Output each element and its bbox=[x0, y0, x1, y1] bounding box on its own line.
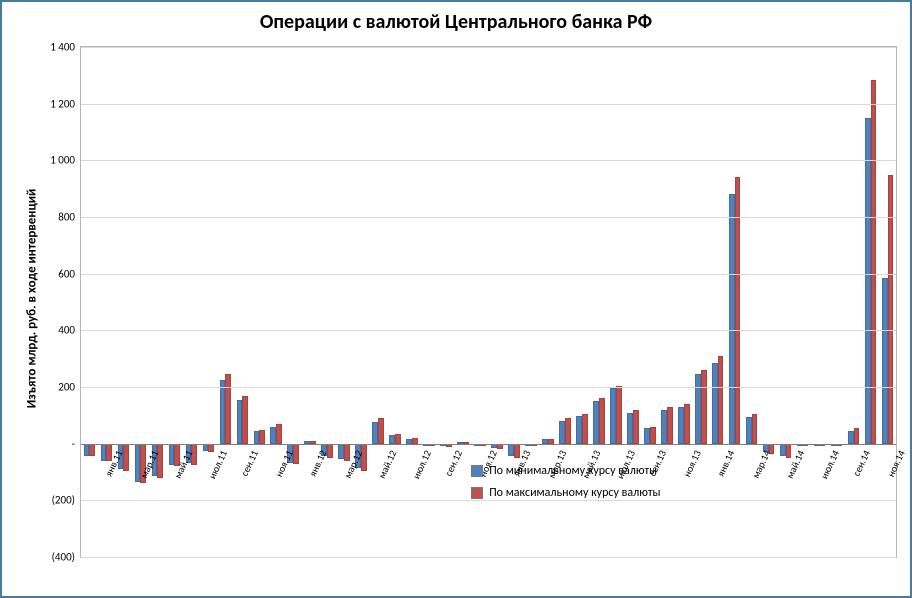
legend-swatch bbox=[471, 487, 483, 499]
y-tick-label: 800 bbox=[58, 211, 81, 224]
y-axis-label: Изъято млрд. руб. в ходе интервенций bbox=[25, 149, 40, 449]
y-tick-label: (400) bbox=[52, 551, 81, 564]
x-tick-label: май.11 bbox=[172, 448, 196, 480]
x-tick-label: янв.11 bbox=[102, 448, 125, 478]
x-tick-label: май.12 bbox=[375, 448, 399, 480]
y-tick-label: 1 400 bbox=[50, 41, 81, 54]
x-tick-label: ноя.14 bbox=[884, 448, 908, 479]
legend: По минимальному курсу валюты По максималь… bbox=[471, 464, 660, 508]
x-tick-label: июл.12 bbox=[410, 448, 435, 481]
gridline bbox=[81, 557, 896, 558]
x-tick-label: ноя.11 bbox=[272, 448, 296, 479]
y-tick-label: (200) bbox=[52, 494, 81, 507]
x-tick-label: ноя.13 bbox=[680, 448, 704, 479]
legend-item: По минимальному курсу валюты bbox=[471, 464, 660, 478]
y-tick-label: 400 bbox=[58, 324, 81, 337]
x-tick-label: сен.11 bbox=[238, 448, 261, 478]
axis-zero-line bbox=[81, 444, 896, 445]
x-tick-label: май.14 bbox=[783, 448, 807, 480]
y-tick-label: 600 bbox=[58, 267, 81, 280]
legend-label: По максимальному курсу валюты bbox=[489, 486, 660, 500]
chart-title: Операции с валютой Центрального банка РФ bbox=[2, 10, 910, 34]
chart-frame: Операции с валютой Центрального банка РФ… bbox=[0, 0, 912, 598]
x-tick-label: сен.12 bbox=[442, 448, 465, 478]
x-tick-label: сен.14 bbox=[849, 448, 872, 478]
x-tick-label: янв.12 bbox=[306, 448, 329, 478]
x-tick-label: июл.11 bbox=[206, 448, 231, 481]
legend-item: По максимальному курсу валюты bbox=[471, 486, 660, 500]
legend-label: По минимальному курсу валюты bbox=[489, 464, 657, 478]
y-tick-label: 200 bbox=[58, 381, 81, 394]
x-tick-label: июл.14 bbox=[817, 448, 842, 481]
y-tick-label: 1 000 bbox=[50, 154, 81, 167]
x-tick-label: мар.14 bbox=[749, 448, 773, 480]
x-tick-label: янв.14 bbox=[714, 448, 737, 478]
x-tick-label: мар.12 bbox=[341, 448, 365, 480]
y-tick-label: 1 200 bbox=[50, 97, 81, 110]
legend-swatch bbox=[471, 465, 483, 477]
x-tick-label: мар.11 bbox=[137, 448, 161, 480]
